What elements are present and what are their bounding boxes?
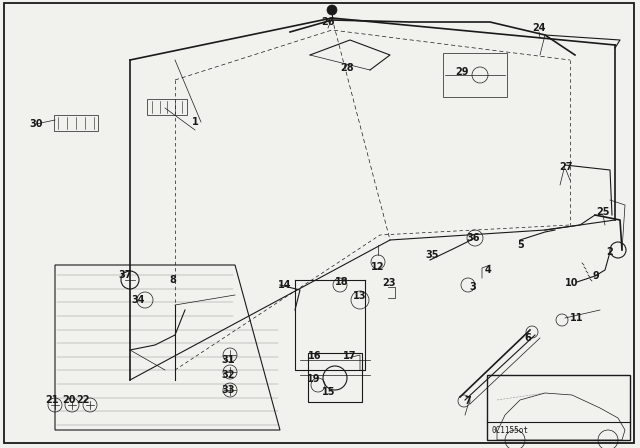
- Text: 18: 18: [335, 277, 349, 287]
- Text: 27: 27: [559, 162, 573, 172]
- Text: 5: 5: [518, 240, 524, 250]
- Text: 14: 14: [278, 280, 292, 290]
- Text: 11: 11: [570, 313, 584, 323]
- Text: 6: 6: [525, 333, 531, 343]
- Text: 9: 9: [593, 271, 600, 281]
- Text: 0C1155ot: 0C1155ot: [492, 426, 529, 435]
- Text: 35: 35: [425, 250, 439, 260]
- Text: 32: 32: [221, 370, 235, 380]
- Text: 19: 19: [307, 374, 321, 384]
- Text: 23: 23: [382, 278, 396, 288]
- Bar: [487, 375, 630, 440]
- Text: 8: 8: [170, 275, 177, 285]
- Text: 1: 1: [191, 117, 198, 127]
- Text: 13: 13: [353, 291, 367, 301]
- Circle shape: [327, 5, 337, 15]
- Text: 15: 15: [323, 387, 336, 397]
- Text: 25: 25: [596, 207, 610, 217]
- Text: 28: 28: [340, 63, 354, 73]
- Text: 37: 37: [118, 270, 132, 280]
- Text: 3: 3: [470, 282, 476, 292]
- Text: 31: 31: [221, 355, 235, 365]
- Text: 22: 22: [76, 395, 90, 405]
- Text: 12: 12: [371, 262, 385, 272]
- Text: 36: 36: [467, 233, 480, 243]
- Text: 30: 30: [29, 119, 43, 129]
- Text: 26: 26: [321, 17, 335, 27]
- Text: 29: 29: [455, 67, 468, 77]
- Text: 21: 21: [45, 395, 59, 405]
- Text: 4: 4: [484, 265, 492, 275]
- Text: 10: 10: [565, 278, 579, 288]
- Text: 2: 2: [607, 247, 613, 257]
- Text: 33: 33: [221, 385, 235, 395]
- Text: 20: 20: [62, 395, 76, 405]
- Text: 17: 17: [343, 351, 356, 361]
- Text: 7: 7: [465, 396, 472, 406]
- Text: 16: 16: [308, 351, 322, 361]
- Text: 24: 24: [532, 23, 546, 33]
- Text: 34: 34: [131, 295, 145, 305]
